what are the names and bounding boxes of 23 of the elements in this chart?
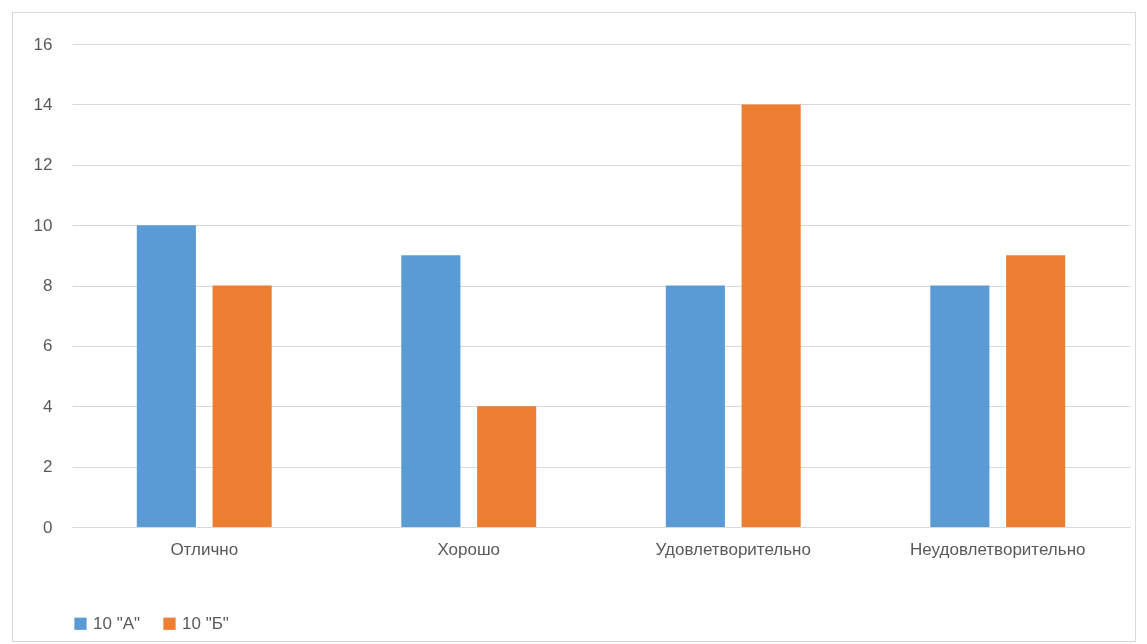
y-tick-label: 0: [43, 517, 53, 537]
bar: [665, 285, 725, 527]
y-tick-label: 4: [43, 396, 53, 416]
bar: [741, 104, 801, 527]
y-tick-label: 16: [33, 34, 53, 54]
x-tick-label: Отлично: [170, 539, 239, 559]
bar: [136, 225, 196, 527]
legend-label: 10 "Б": [182, 613, 229, 633]
bar: [212, 285, 272, 527]
x-tick-label: Неудовлетворительно: [910, 539, 1086, 559]
x-tick-label: Хорошо: [437, 539, 501, 559]
y-tick-label: 8: [43, 276, 53, 295]
y-tick-label: 10: [33, 215, 53, 235]
y-tick-label: 12: [33, 155, 53, 175]
y-tick-label: 6: [43, 336, 53, 356]
y-tick-label: 14: [33, 94, 53, 114]
x-tick-label: Удовлетворительно: [655, 539, 811, 559]
bar: [477, 406, 537, 527]
bar: [1006, 255, 1066, 527]
bar: [401, 255, 461, 527]
y-tick-label: 2: [43, 457, 53, 477]
bar: [930, 285, 990, 527]
legend-label: 10 "А": [93, 613, 141, 633]
